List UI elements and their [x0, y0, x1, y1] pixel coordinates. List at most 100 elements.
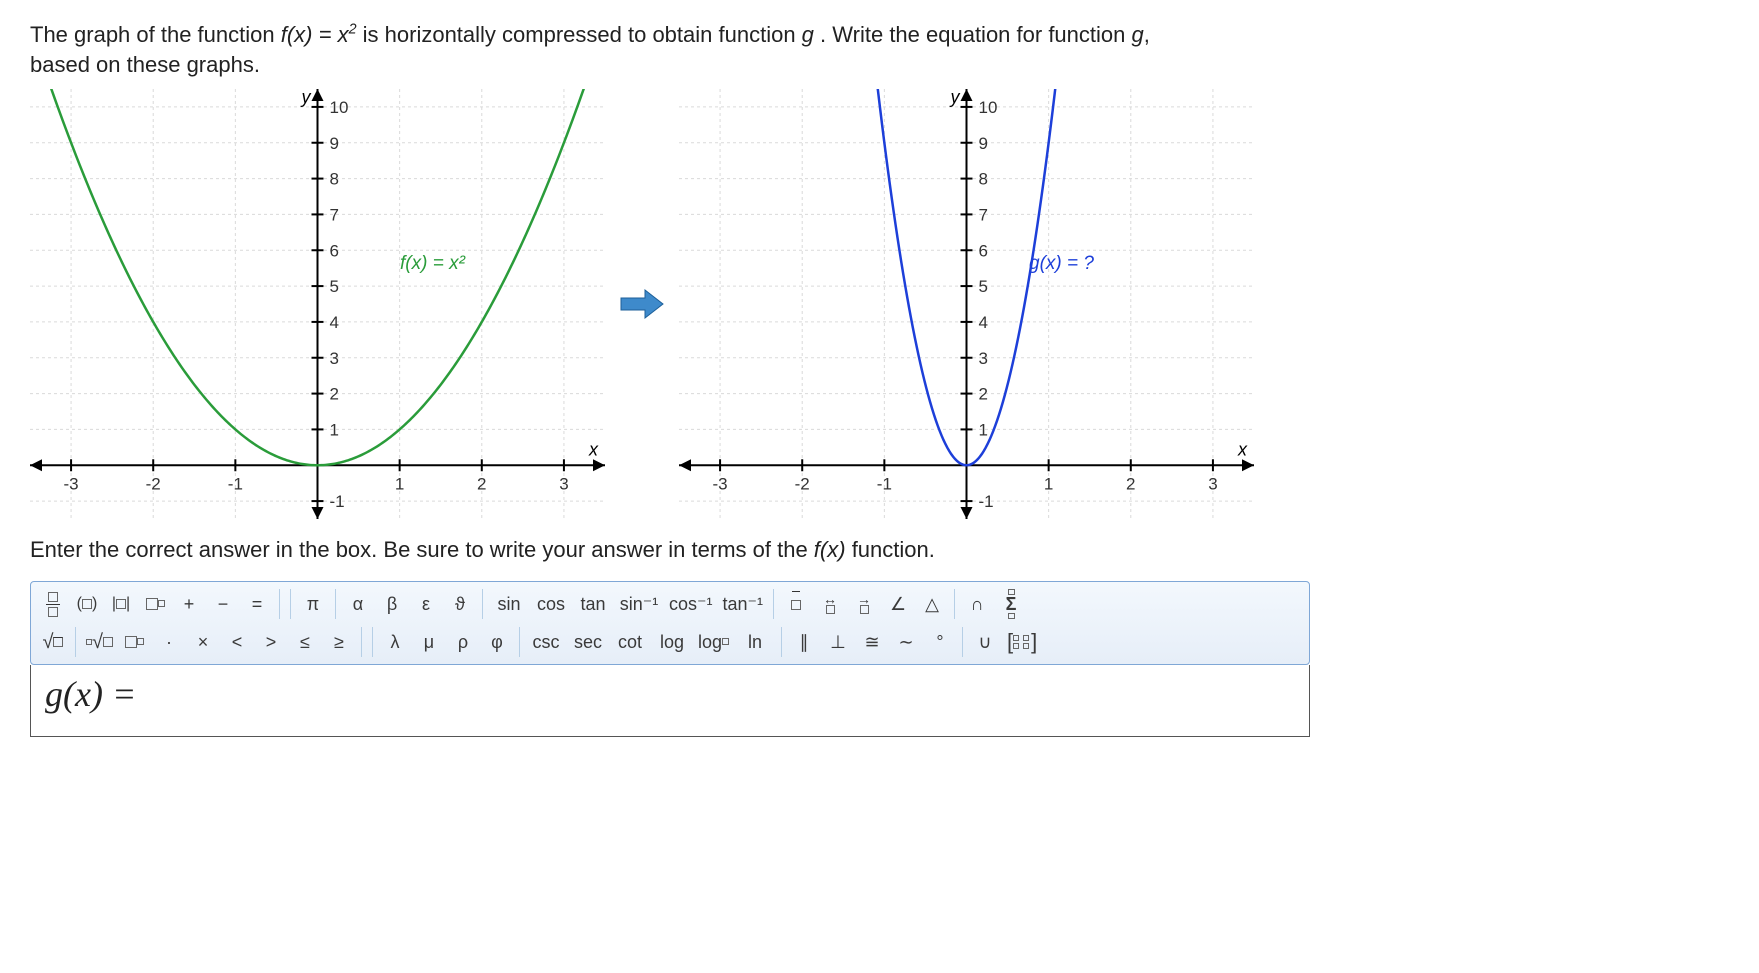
tool-tilde[interactable]: ∼ [890, 627, 922, 657]
svg-text:7: 7 [979, 206, 988, 225]
svg-text:3: 3 [979, 349, 988, 368]
tool-beta[interactable]: β [376, 589, 408, 619]
tool-paren[interactable]: () [71, 589, 103, 619]
svg-text:9: 9 [979, 134, 988, 153]
tool-tri[interactable]: △ [916, 589, 948, 619]
tool-angle[interactable]: ∠ [882, 589, 914, 619]
svg-text:-1: -1 [877, 475, 892, 494]
svg-text:3: 3 [1208, 475, 1217, 494]
svg-text:y: y [949, 89, 961, 107]
svg-text:-1: -1 [228, 475, 243, 494]
svg-text:2: 2 [979, 385, 988, 404]
tool-asin[interactable]: sin⁻¹ [615, 589, 663, 619]
tool-eps[interactable]: ε [410, 589, 442, 619]
tool-abs[interactable]: || [105, 589, 137, 619]
tool-cup[interactable]: ∪ [969, 627, 1001, 657]
tool-rho[interactable]: ρ [447, 627, 479, 657]
tool-logb[interactable]: log [694, 627, 733, 657]
tool-alpha[interactable]: α [342, 589, 374, 619]
transform-arrow [617, 286, 667, 322]
tool-plus[interactable]: + [173, 589, 205, 619]
tool-mu[interactable]: μ [413, 627, 445, 657]
q-text-3: . Write the equation for function [820, 22, 1131, 47]
svg-text:3: 3 [330, 349, 339, 368]
tool-matrix[interactable]: [] [1003, 627, 1041, 657]
svg-text:7: 7 [330, 206, 339, 225]
tool-sigma[interactable]: Σ [995, 589, 1027, 619]
svg-text:y: y [300, 89, 312, 107]
instr-prefix: Enter the correct answer in the box. Be … [30, 537, 814, 562]
svg-text:g(x) = ?: g(x) = ? [1029, 253, 1094, 274]
tool-equals[interactable]: = [241, 589, 273, 619]
tool-csc[interactable]: csc [526, 627, 566, 657]
svg-text:-2: -2 [146, 475, 161, 494]
svg-text:8: 8 [330, 170, 339, 189]
q-text-2: is horizontally compressed to obtain fun… [363, 22, 802, 47]
tool-sin[interactable]: sin [489, 589, 529, 619]
tool-cap[interactable]: ∩ [961, 589, 993, 619]
tool-minus[interactable]: − [207, 589, 239, 619]
svg-text:6: 6 [979, 242, 988, 261]
tool-lambda[interactable]: λ [379, 627, 411, 657]
tool-acos[interactable]: cos⁻¹ [665, 589, 717, 619]
tool-sec[interactable]: sec [568, 627, 608, 657]
instruction-text: Enter the correct answer in the box. Be … [30, 537, 1729, 563]
tool-gt[interactable]: > [255, 627, 287, 657]
svg-text:x: x [588, 440, 599, 460]
svg-text:5: 5 [979, 277, 988, 296]
q-text-1: The graph of the function [30, 22, 281, 47]
tool-vecbar[interactable] [780, 589, 812, 619]
tool-cos[interactable]: cos [531, 589, 571, 619]
svg-text:-3: -3 [713, 475, 728, 494]
tool-perp[interactable]: ⊥ [822, 627, 854, 657]
tool-ln[interactable]: ln [735, 627, 775, 657]
tool-times[interactable]: × [187, 627, 219, 657]
tool-theta[interactable]: ϑ [444, 589, 476, 619]
svg-text:-2: -2 [795, 475, 810, 494]
graph-right: -3-2-1123-112345678910yxg(x) = ? [679, 89, 1254, 519]
tool-sqrt[interactable]: √ [37, 627, 69, 657]
tool-harr[interactable]: → [848, 589, 880, 619]
answer-input[interactable]: g(x) = [30, 665, 1310, 737]
svg-text:10: 10 [330, 98, 349, 117]
tool-log[interactable]: log [652, 627, 692, 657]
graph-left: -3-2-1123-112345678910yxf(x) = x² [30, 89, 605, 519]
tool-le[interactable]: ≤ [289, 627, 321, 657]
g-var: g [802, 22, 814, 47]
svg-text:f(x) = x²: f(x) = x² [400, 253, 466, 274]
tool-exp[interactable] [139, 589, 171, 619]
tool-atan[interactable]: tan⁻¹ [719, 589, 768, 619]
svg-text:2: 2 [1126, 475, 1135, 494]
svg-text:3: 3 [559, 475, 568, 494]
tool-sub[interactable] [119, 627, 151, 657]
svg-text:4: 4 [330, 313, 339, 332]
tool-tan[interactable]: tan [573, 589, 613, 619]
svg-text:8: 8 [979, 170, 988, 189]
tool-cot[interactable]: cot [610, 627, 650, 657]
question-text: The graph of the function f(x) = x2 is h… [30, 20, 1729, 79]
instr-suffix: function. [852, 537, 935, 562]
svg-text:2: 2 [477, 475, 486, 494]
toolbar-row-2: √√·×<>≤≥λμρφcscseccotloglogln∥⊥≅∼°∪[] [37, 624, 1303, 660]
tool-deg[interactable]: ° [924, 627, 956, 657]
tool-lt[interactable]: < [221, 627, 253, 657]
tool-phi[interactable]: φ [481, 627, 513, 657]
svg-text:4: 4 [979, 313, 988, 332]
tool-dot[interactable]: · [153, 627, 185, 657]
fx-ref: f(x) [814, 537, 846, 562]
svg-text:-3: -3 [64, 475, 79, 494]
svg-text:2: 2 [330, 385, 339, 404]
tool-para[interactable]: ∥ [788, 627, 820, 657]
tool-frac[interactable] [37, 589, 69, 619]
graphs-row: -3-2-1123-112345678910yxf(x) = x² -3-2-1… [30, 89, 1729, 519]
svg-text:x: x [1237, 440, 1248, 460]
answer-prefix: g(x) = [45, 674, 136, 714]
svg-text:1: 1 [330, 421, 339, 440]
tool-nroot[interactable]: √ [82, 627, 117, 657]
tool-ge[interactable]: ≥ [323, 627, 355, 657]
tool-harrs[interactable]: ↔ [814, 589, 846, 619]
tool-approx[interactable]: ≅ [856, 627, 888, 657]
toolbar-row-1: ()|| +−= παβεϑsincostansin⁻¹cos⁻¹tan⁻¹ ↔→∠△… [37, 586, 1303, 622]
fx-expr: f(x) = x2 [281, 22, 357, 47]
tool-pi[interactable]: π [297, 589, 329, 619]
